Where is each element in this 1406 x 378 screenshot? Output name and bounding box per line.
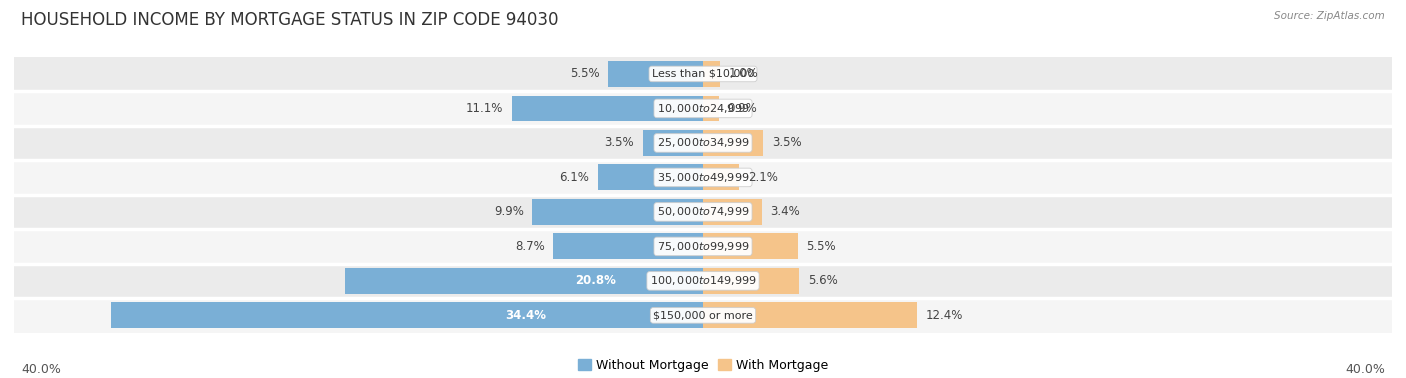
Bar	[703, 61, 720, 87]
Bar	[111, 302, 703, 328]
Text: $10,000 to $24,999: $10,000 to $24,999	[657, 102, 749, 115]
Text: $100,000 to $149,999: $100,000 to $149,999	[650, 274, 756, 287]
Text: $150,000 or more: $150,000 or more	[654, 310, 752, 321]
Bar	[14, 298, 1392, 333]
Bar	[703, 199, 762, 225]
Bar	[703, 130, 763, 156]
Text: $50,000 to $74,999: $50,000 to $74,999	[657, 205, 749, 218]
Bar	[14, 91, 1392, 125]
Text: 3.4%: 3.4%	[770, 205, 800, 218]
Bar	[14, 160, 1392, 195]
Text: 0.9%: 0.9%	[727, 102, 756, 115]
Text: 20.8%: 20.8%	[575, 274, 616, 287]
Text: Source: ZipAtlas.com: Source: ZipAtlas.com	[1274, 11, 1385, 21]
Text: $75,000 to $99,999: $75,000 to $99,999	[657, 240, 749, 253]
Text: 5.5%: 5.5%	[807, 240, 837, 253]
Bar	[553, 234, 703, 259]
Bar	[598, 164, 703, 191]
Bar	[703, 302, 917, 328]
Text: 11.1%: 11.1%	[465, 102, 503, 115]
Text: 40.0%: 40.0%	[1346, 363, 1385, 376]
Bar	[512, 96, 703, 121]
Text: $35,000 to $49,999: $35,000 to $49,999	[657, 171, 749, 184]
Bar	[14, 57, 1392, 91]
Bar	[14, 195, 1392, 229]
Bar	[14, 125, 1392, 160]
Bar	[643, 130, 703, 156]
Text: 3.5%: 3.5%	[772, 136, 801, 149]
Bar	[703, 234, 797, 259]
Text: 34.4%: 34.4%	[505, 309, 546, 322]
Bar	[703, 268, 800, 294]
Text: Less than $10,000: Less than $10,000	[652, 69, 754, 79]
Text: $25,000 to $34,999: $25,000 to $34,999	[657, 136, 749, 149]
Bar	[703, 96, 718, 121]
Text: 3.5%: 3.5%	[605, 136, 634, 149]
Text: 8.7%: 8.7%	[515, 240, 544, 253]
Bar	[609, 61, 703, 87]
Bar	[344, 268, 703, 294]
Text: 6.1%: 6.1%	[560, 171, 589, 184]
Bar	[703, 164, 740, 191]
Text: 5.5%: 5.5%	[569, 67, 599, 81]
Legend: Without Mortgage, With Mortgage: Without Mortgage, With Mortgage	[578, 359, 828, 372]
Text: 9.9%: 9.9%	[494, 205, 524, 218]
Text: 2.1%: 2.1%	[748, 171, 778, 184]
Text: 12.4%: 12.4%	[925, 309, 963, 322]
Text: 1.0%: 1.0%	[728, 67, 759, 81]
Text: 40.0%: 40.0%	[21, 363, 60, 376]
Bar	[533, 199, 703, 225]
Text: 5.6%: 5.6%	[808, 274, 838, 287]
Bar	[14, 229, 1392, 264]
Text: HOUSEHOLD INCOME BY MORTGAGE STATUS IN ZIP CODE 94030: HOUSEHOLD INCOME BY MORTGAGE STATUS IN Z…	[21, 11, 558, 29]
Bar	[14, 264, 1392, 298]
